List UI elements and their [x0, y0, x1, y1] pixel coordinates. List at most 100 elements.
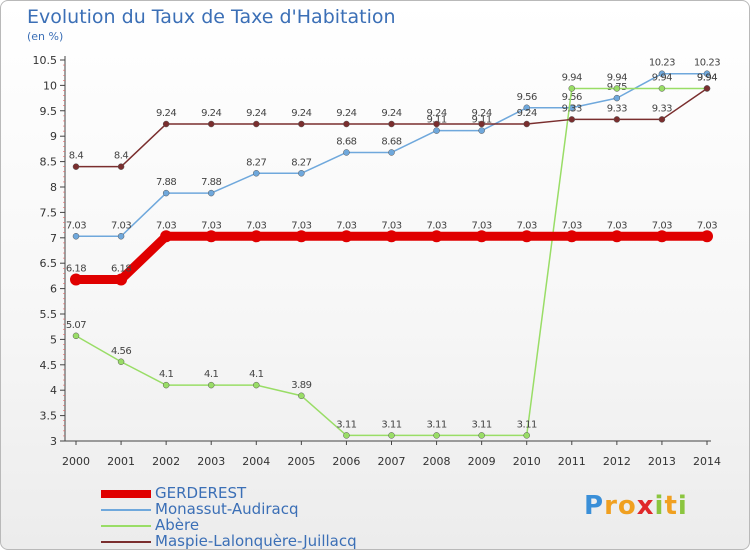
x-tick-label: 2008 — [423, 455, 451, 468]
series-point-0 — [565, 230, 578, 243]
series-point-0 — [701, 230, 713, 243]
x-tick-label: 2003 — [197, 455, 225, 468]
data-label-2: 4.56 — [111, 346, 131, 357]
data-label-0: 7.03 — [336, 220, 356, 231]
series-point-1 — [253, 170, 260, 177]
x-tick-label: 2013 — [648, 455, 676, 468]
x-tick-label: 2009 — [468, 455, 496, 468]
series-point-1 — [298, 170, 305, 177]
x-tick-label: 2001 — [107, 455, 135, 468]
series-point-1 — [478, 127, 485, 134]
series-point-3 — [613, 116, 621, 123]
data-label-1: 8.27 — [291, 157, 311, 168]
x-tick-label: 2007 — [378, 455, 406, 468]
series-point-1 — [343, 149, 350, 156]
data-label-1: 10.23 — [649, 58, 675, 69]
data-label-0: 7.03 — [517, 220, 537, 231]
series-point-1 — [207, 189, 215, 197]
y-tick-label: 6.5 — [40, 257, 58, 270]
series-line-0 — [71, 231, 712, 284]
data-label-0: 6.18 — [111, 263, 131, 274]
series-point-3 — [298, 120, 305, 128]
legend-swatch — [101, 509, 151, 511]
data-label-2: 3.89 — [291, 380, 311, 391]
legend-label: GERDEREST — [155, 484, 247, 502]
series-point-3 — [523, 120, 530, 128]
legend-swatch — [101, 525, 151, 527]
series-point-2 — [72, 332, 80, 340]
y-tick-label: 4 — [50, 384, 57, 397]
series-point-2 — [613, 85, 621, 92]
data-label-1: 9.56 — [562, 92, 582, 103]
data-label-0: 7.03 — [201, 220, 221, 231]
series-point-2 — [388, 432, 395, 439]
series-point-3 — [72, 163, 80, 170]
logo-letter: o — [617, 491, 637, 521]
data-label-3: 8.4 — [114, 151, 129, 162]
series-point-3 — [568, 116, 576, 123]
legend-label: Maspie-Lalonquère-Juillacq — [155, 532, 357, 550]
series-point-0 — [655, 230, 668, 243]
data-label-1: 10.23 — [694, 58, 720, 69]
series-point-3 — [658, 116, 666, 123]
y-tick-label: 7.5 — [40, 206, 58, 219]
series-point-1 — [613, 94, 621, 102]
data-label-0: 7.03 — [562, 220, 582, 231]
chart-title: Evolution du Taux de Taxe d'Habitation — [27, 6, 396, 28]
data-label-2: 3.11 — [381, 419, 401, 430]
data-label-0: 7.03 — [697, 220, 717, 231]
series-point-1 — [72, 233, 80, 240]
y-tick-label: 3 — [50, 435, 57, 448]
data-label-2: 4.1 — [204, 369, 219, 380]
logo-letter: i — [654, 491, 665, 521]
series-point-0 — [520, 230, 533, 243]
data-label-0: 6.18 — [66, 263, 86, 274]
y-tick-label: 5.5 — [40, 308, 58, 321]
x-tick-label: 2002 — [152, 455, 180, 468]
series-point-3 — [433, 120, 440, 128]
y-tick-label: 9 — [50, 130, 57, 143]
series-point-1 — [117, 233, 125, 240]
series-point-3 — [253, 120, 260, 128]
series-point-0 — [205, 230, 218, 243]
data-label-1: 9.56 — [517, 92, 537, 103]
data-label-3: 9.24 — [201, 108, 221, 119]
series-point-2 — [523, 432, 530, 439]
y-tick-label: 5 — [50, 333, 57, 346]
x-tick-label: 2006 — [332, 455, 360, 468]
x-tick-label: 2010 — [513, 455, 541, 468]
y-tick-label: 4.5 — [40, 359, 58, 372]
x-tick-label: 2014 — [693, 455, 721, 468]
chart-subtitle: (en %) — [27, 30, 64, 43]
data-label-3: 9.24 — [517, 108, 537, 119]
data-label-1: 8.27 — [246, 157, 266, 168]
series-point-2 — [207, 381, 215, 389]
data-label-2: 9.94 — [607, 72, 627, 83]
data-label-0: 7.03 — [472, 220, 492, 231]
series-point-3 — [117, 163, 125, 170]
data-label-2: 9.94 — [697, 72, 717, 83]
data-label-3: 9.94 — [697, 72, 717, 83]
series-point-0 — [160, 230, 173, 243]
data-label-3: 9.33 — [607, 103, 627, 114]
series-point-2 — [343, 432, 350, 439]
data-label-2: 3.11 — [517, 419, 537, 430]
logo-letter: i — [677, 491, 688, 521]
logo-letter: x — [636, 491, 655, 521]
series-point-0 — [250, 230, 263, 243]
series-point-1 — [388, 149, 395, 156]
legend-label: Abère — [155, 516, 200, 534]
legend-label: Monassut-Audiracq — [155, 500, 299, 518]
series-point-2 — [162, 381, 170, 389]
data-label-2: 4.1 — [159, 369, 174, 380]
data-label-2: 9.94 — [562, 72, 582, 83]
logo-letter: r — [604, 491, 618, 521]
data-label-2: 5.07 — [66, 320, 86, 331]
logo-letter: P — [584, 491, 605, 521]
data-label-0: 7.03 — [607, 220, 627, 231]
series-point-0 — [70, 273, 82, 286]
series-point-3 — [343, 120, 350, 128]
data-label-2: 3.11 — [472, 419, 492, 430]
data-label-0: 7.03 — [426, 220, 446, 231]
